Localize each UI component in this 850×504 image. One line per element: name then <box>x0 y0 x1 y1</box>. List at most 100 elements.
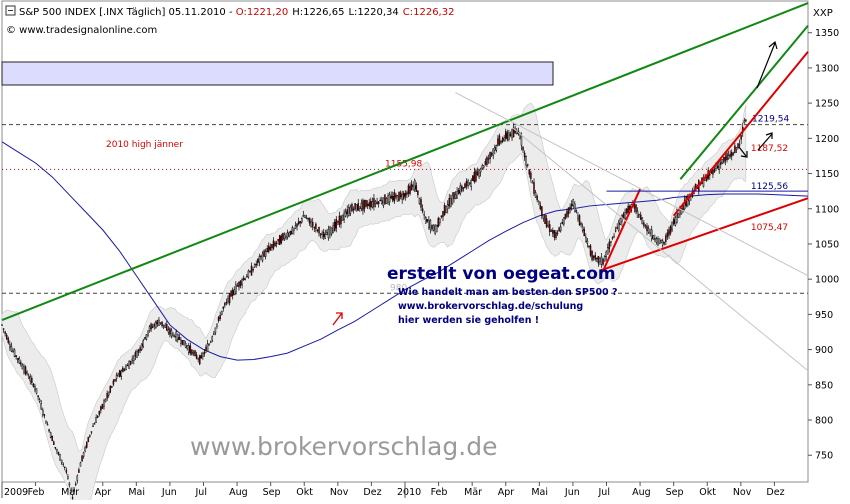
candle <box>536 196 538 201</box>
candle <box>737 143 739 149</box>
candle <box>184 342 187 348</box>
candle <box>646 225 648 232</box>
candle <box>592 256 595 258</box>
candle <box>20 362 22 365</box>
candle <box>294 225 297 229</box>
info-line-2: www.brokervorschlag.de/schulung <box>398 301 583 312</box>
candle <box>70 489 72 492</box>
y-tick-label: 1150 <box>815 169 839 180</box>
candle <box>329 226 331 235</box>
candle <box>16 357 19 360</box>
x-tick-label: Jun <box>161 487 177 498</box>
x-tick-label: Nov <box>330 487 349 498</box>
candle <box>92 425 94 428</box>
candle <box>164 325 166 328</box>
candle <box>497 138 499 146</box>
level-layer: 1219,54 1155,98 980 1187,52 1125,56 1075,47 <box>2 115 808 294</box>
arrow-icon-ma <box>332 312 343 326</box>
x-tick-label: Mai <box>531 487 548 498</box>
candle <box>56 449 58 452</box>
candle <box>258 256 261 263</box>
candle <box>732 153 735 155</box>
candle <box>153 324 155 327</box>
candle <box>107 391 110 396</box>
chart-title: S&P 500 INDEX [.INX Täglich] 05.11.2010 … <box>19 7 236 18</box>
candle <box>304 215 306 218</box>
candle <box>272 240 275 249</box>
candle <box>302 215 305 218</box>
candle <box>479 168 482 173</box>
x-tick-label: Dez <box>363 487 381 498</box>
candle <box>23 366 25 373</box>
candle <box>511 129 513 139</box>
candle <box>446 204 449 210</box>
candle <box>198 355 201 365</box>
candle <box>85 442 88 448</box>
candle <box>464 183 466 189</box>
candle <box>639 214 642 220</box>
candle <box>38 399 41 402</box>
candle <box>354 203 356 210</box>
candle <box>195 354 198 359</box>
candle <box>567 207 570 215</box>
candle <box>406 192 408 195</box>
candle <box>534 192 537 198</box>
candle <box>709 173 711 176</box>
candle <box>288 232 290 237</box>
candle <box>575 210 578 212</box>
candle <box>307 217 309 220</box>
candle <box>421 208 424 212</box>
candle <box>144 337 146 339</box>
candle <box>319 233 322 236</box>
candle <box>381 200 383 204</box>
candle <box>1 324 3 326</box>
candle <box>338 215 341 225</box>
candle <box>453 191 455 200</box>
candle <box>219 315 221 319</box>
candle <box>501 138 504 143</box>
candle <box>654 238 656 240</box>
candle <box>559 226 562 232</box>
candle <box>101 403 104 409</box>
candle <box>359 206 361 209</box>
highlight-box <box>1 61 554 86</box>
candle <box>373 198 375 208</box>
candle <box>189 345 192 354</box>
candle <box>15 355 17 358</box>
candle <box>327 228 330 239</box>
candle <box>745 119 747 122</box>
level-label-resistance: 1219,54 <box>752 115 789 125</box>
ohlc-close-value: 1226,32 <box>413 7 454 18</box>
candle <box>131 358 134 361</box>
candle <box>451 195 454 205</box>
candle <box>244 277 246 280</box>
candle <box>103 400 105 407</box>
candle <box>238 281 240 288</box>
candle <box>300 217 303 223</box>
candle <box>396 195 399 202</box>
candle <box>235 284 237 293</box>
candle <box>442 211 444 218</box>
candle <box>492 148 494 157</box>
candle <box>133 357 135 361</box>
candle <box>18 357 21 364</box>
x-tick-label: Apr <box>498 487 515 498</box>
source-text: © www.tradesignalonline.com <box>6 25 157 36</box>
level-label-level-980: 980 <box>390 283 407 293</box>
candle <box>723 157 725 163</box>
candle <box>291 227 294 234</box>
candle <box>90 431 93 433</box>
candle <box>550 230 553 232</box>
candle <box>46 424 49 426</box>
x-tick-label: Feb <box>431 487 448 498</box>
candle <box>34 385 36 390</box>
candle <box>566 211 568 217</box>
candle <box>188 345 190 353</box>
ohlc-high-label: H: <box>292 7 303 18</box>
candle <box>542 215 545 219</box>
candle <box>275 242 278 244</box>
candle <box>368 202 370 207</box>
candle <box>335 219 338 229</box>
candle <box>470 180 472 188</box>
